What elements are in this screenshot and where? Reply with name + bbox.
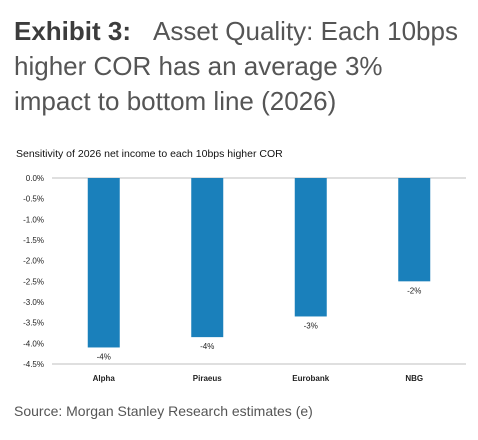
source-note: Source: Morgan Stanley Research estimate… xyxy=(14,403,313,419)
category-label-piraeus: Piraeus xyxy=(193,374,222,383)
y-tick-label: -3.5% xyxy=(23,319,44,328)
category-label-nbg: NBG xyxy=(405,374,423,383)
bar-piraeus xyxy=(191,178,224,338)
y-tick-label: -0.5% xyxy=(23,195,44,204)
y-tick-label: -4.0% xyxy=(23,339,44,348)
data-label-nbg: -2% xyxy=(407,286,421,295)
y-tick-label: -2.0% xyxy=(23,257,44,266)
bar-eurobank xyxy=(294,178,327,317)
exhibit-label: Exhibit 3: xyxy=(14,16,132,46)
exhibit-heading: Exhibit 3: Asset Quality: Each 10bps high… xyxy=(14,14,466,119)
data-label-alpha: -4% xyxy=(97,352,111,361)
chart-title: Sensitivity of 2026 net income to each 1… xyxy=(16,148,283,160)
category-label-alpha: Alpha xyxy=(93,374,116,383)
y-tick-label: 0.0% xyxy=(26,174,44,183)
data-label-eurobank: -3% xyxy=(304,321,318,330)
data-label-piraeus: -4% xyxy=(200,342,214,351)
bar-alpha xyxy=(87,178,120,348)
bar-nbg xyxy=(398,178,431,282)
y-tick-label: -2.5% xyxy=(23,277,44,286)
y-tick-label: -3.0% xyxy=(23,298,44,307)
y-tick-label: -1.5% xyxy=(23,236,44,245)
category-label-eurobank: Eurobank xyxy=(292,374,329,383)
y-tick-label: -4.5% xyxy=(23,360,44,369)
exhibit-title: Asset Quality: Each 10bps higher COR has… xyxy=(14,16,458,116)
y-tick-label: -1.0% xyxy=(23,215,44,224)
